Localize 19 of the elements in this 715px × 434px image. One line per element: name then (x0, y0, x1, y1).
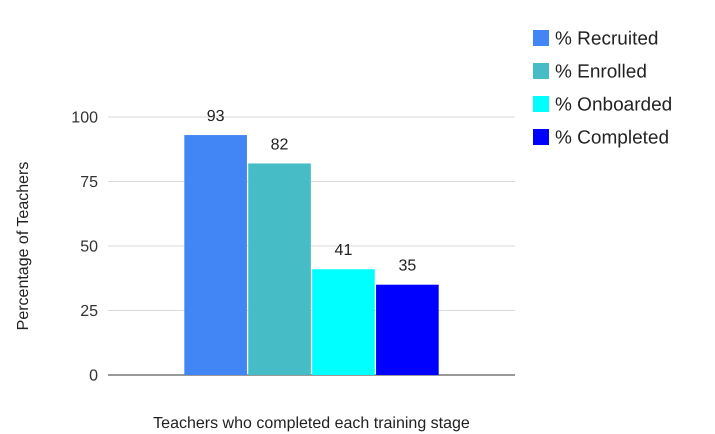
data-label: 82 (270, 136, 289, 154)
legend-label: % Recruited (555, 28, 658, 50)
bar (376, 284, 439, 375)
x-axis-title: Teachers who completed each training stage (153, 415, 470, 432)
y-tick-label: 25 (80, 303, 98, 320)
bar (248, 163, 311, 375)
y-axis-title: Percentage of Teachers (15, 162, 32, 330)
bar (312, 269, 375, 375)
legend-label: % Onboarded (555, 94, 672, 116)
data-label: 93 (206, 108, 225, 126)
data-label: 41 (334, 242, 352, 260)
y-tick-label: 100 (71, 110, 98, 127)
data-label: 35 (398, 258, 416, 275)
y-tick-label: 50 (80, 238, 98, 256)
legend-label: % Completed (555, 128, 670, 149)
y-tick-label: 75 (80, 174, 98, 192)
bar (184, 135, 247, 375)
y-tick-label: 0 (89, 368, 98, 385)
legend-label: % Enrolled (555, 62, 647, 83)
